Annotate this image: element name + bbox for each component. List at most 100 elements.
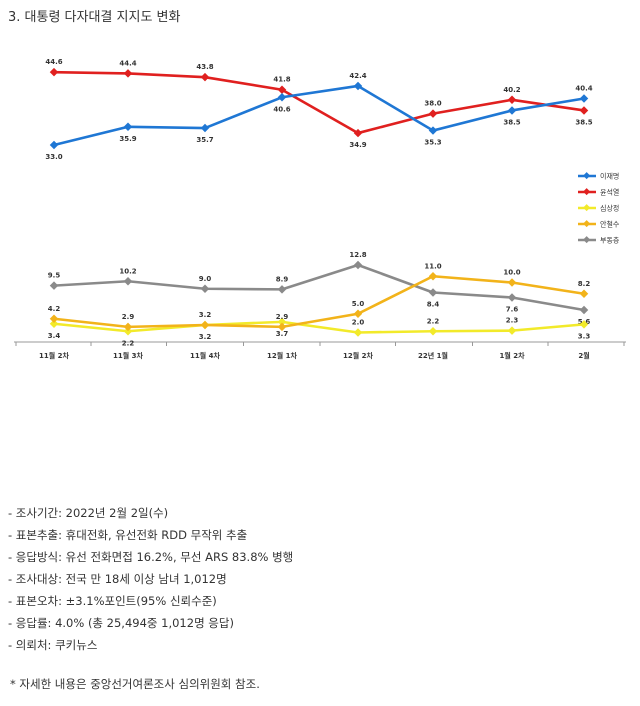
data-label: 38.5 [575, 118, 592, 126]
data-label: 12.8 [349, 251, 366, 259]
line-chart: 11월 2차 11월 3차 11월 4차 12월 1차 12월 2차 22년 1월 1월 2… [14, 58, 626, 360]
survey-notes: - 조사기간: 2022년 2월 2일(수) - 표본추출: 휴대전화, 유선전화… [8, 502, 293, 656]
legend-marker [583, 188, 591, 196]
series-line [53, 263, 585, 312]
data-label: 10.2 [119, 267, 136, 275]
survey-note: - 조사기간: 2022년 2월 2일(수) [8, 506, 169, 520]
data-point [277, 93, 287, 102]
data-label: 5.0 [352, 300, 365, 308]
series-line [53, 84, 585, 147]
data-label: 3.4 [48, 332, 61, 340]
survey-note: - 조사대상: 전국 만 18세 이상 남녀 1,012명 [8, 572, 227, 586]
data-label: 3.3 [578, 332, 591, 340]
data-point [49, 67, 59, 77]
data-label: 8.4 [427, 301, 440, 309]
data-point [123, 322, 133, 332]
legend-label: 안철수 [600, 220, 620, 229]
x-tick-label: 1월 2차 [499, 351, 525, 360]
data-point [579, 106, 589, 115]
data-label: 40.6 [273, 105, 290, 113]
series-line [53, 274, 585, 329]
data-label: 10.0 [503, 269, 520, 277]
x-tick-label: 11월 3차 [113, 351, 143, 360]
data-point [428, 126, 438, 135]
data-point [353, 81, 363, 91]
data-label: 9.5 [48, 272, 61, 280]
data-point [353, 309, 363, 318]
series-line [53, 320, 585, 334]
data-point [507, 326, 517, 335]
data-point [579, 305, 589, 315]
data-point [123, 277, 133, 286]
data-label: 35.3 [424, 139, 441, 147]
data-point [353, 260, 363, 270]
x-tick-label: 12월 1차 [267, 351, 297, 360]
data-label: 40.4 [575, 85, 592, 93]
x-tick-label: 22년 1월 [418, 351, 448, 360]
legend-label: 이재명 [600, 172, 619, 181]
data-point [200, 284, 210, 293]
data-point [123, 327, 133, 336]
data-label: 3.7 [276, 330, 289, 338]
data-label: 2.2 [427, 317, 440, 325]
data-point [200, 72, 210, 82]
data-label: 3.2 [199, 333, 212, 341]
legend-marker [583, 220, 591, 228]
data-point [579, 94, 589, 103]
data-label: 2.2 [122, 339, 135, 347]
data-label: 2.9 [122, 313, 135, 321]
legend-marker [583, 236, 591, 244]
data-point [507, 106, 517, 115]
footnote: * 자세한 내용은 중앙선거여론조사 심의위원회 참조. [10, 677, 260, 691]
data-label: 3.2 [199, 311, 212, 319]
data-point [579, 289, 589, 298]
data-label: 40.2 [503, 86, 520, 94]
data-point [200, 320, 210, 330]
data-point [200, 123, 210, 133]
data-label: 41.8 [273, 76, 290, 84]
data-label: 44.6 [45, 58, 62, 66]
data-label: 2.3 [506, 317, 519, 325]
data-label: 38.0 [424, 100, 441, 108]
survey-note: - 표본추출: 휴대전화, 유선전화 RDD 무작위 추출 [8, 528, 248, 542]
legend-marker [583, 172, 591, 180]
data-point [277, 322, 287, 332]
data-label: 2.0 [352, 319, 365, 327]
data-point [277, 85, 287, 94]
data-point [428, 272, 438, 281]
data-label: 43.8 [196, 63, 213, 71]
data-label: 4.2 [48, 305, 61, 313]
data-label: 11.0 [424, 262, 441, 270]
data-point [428, 109, 438, 118]
data-point [123, 69, 133, 78]
data-point [49, 140, 59, 150]
data-point [428, 327, 438, 336]
survey-note: - 응답방식: 유선 전화면접 16.2%, 무선 ARS 83.8% 병행 [8, 550, 294, 564]
data-point [277, 285, 287, 294]
data-label: 33.0 [45, 153, 62, 161]
data-label: 35.7 [196, 136, 213, 144]
data-label: 9.0 [199, 275, 212, 283]
legend-label: 심상정 [600, 204, 619, 213]
data-label: 8.9 [276, 275, 289, 283]
legend-marker [583, 204, 591, 212]
x-tick-label: 11월 4차 [190, 351, 220, 360]
data-point [49, 314, 59, 323]
data-point [49, 281, 59, 290]
data-label: 8.2 [578, 280, 591, 288]
data-label: 34.9 [349, 141, 366, 149]
chart-title: 3. 대통령 다자대결 지지도 변화 [8, 10, 181, 25]
data-label: 35.9 [119, 135, 136, 143]
data-point [277, 317, 287, 327]
data-label: 42.4 [349, 72, 366, 80]
x-tick-label: 11월 2차 [39, 351, 69, 360]
legend-label: 윤석열 [600, 188, 619, 197]
x-tick-label: 2월 [578, 351, 589, 360]
data-point [428, 288, 438, 297]
data-label: 2.9 [276, 313, 289, 321]
data-label: 7.6 [506, 306, 519, 314]
data-label: 44.4 [119, 59, 136, 67]
data-point [353, 128, 363, 138]
survey-note: - 응답률: 4.0% (총 25,494중 1,012명 응답) [8, 616, 234, 630]
legend-label: 부동층 [600, 236, 620, 245]
